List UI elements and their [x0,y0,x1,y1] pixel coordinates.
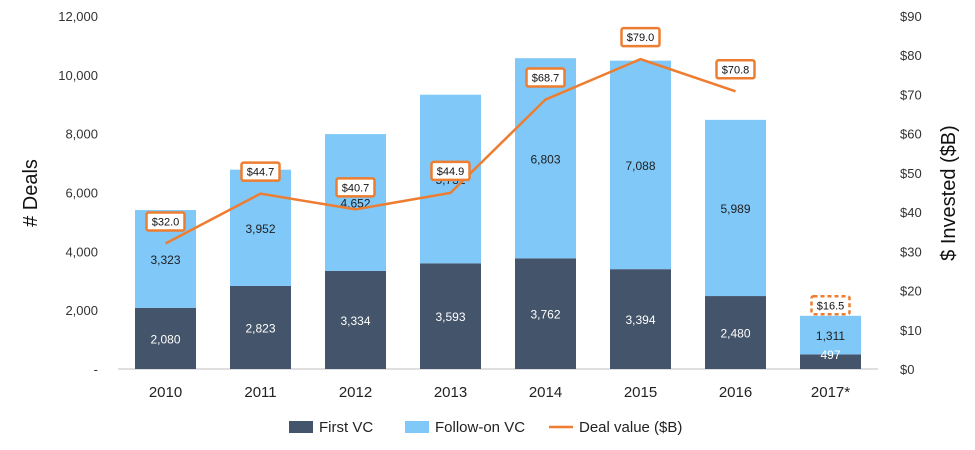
bar-first-vc [705,296,766,369]
value-label: $40.7 [342,182,370,194]
y2-tick-label: $50 [900,166,922,181]
y2-tick-label: $20 [900,284,922,299]
value-label: $16.5 [817,300,845,312]
value-label-box [240,161,281,182]
y-tick-label: 10,000 [58,68,98,83]
bar-label-first-vc: 2,823 [245,321,275,335]
x-tick-label: 2017* [811,384,850,401]
bar-label-follow-on-vc: 5,989 [720,202,750,216]
legend-swatch [405,421,429,433]
y2-axis-title: $ Invested ($B) [938,125,960,261]
value-label: $70.8 [722,64,750,76]
x-tick-label: 2016 [719,384,752,401]
bar-label-follow-on-vc: 7,088 [625,159,655,173]
bar-follow-on-vc [230,169,291,286]
y-tick-label: 4,000 [65,244,98,259]
value-label-box [620,26,661,48]
value-label-box [525,67,566,88]
deal-value-line [164,57,736,245]
bar-follow-on-vc [325,134,386,271]
bar-first-vc [135,307,196,369]
bar-label-follow-on-vc: 3,952 [245,222,275,236]
x-tick-label: 2014 [529,384,562,401]
bar-first-vc [610,269,671,369]
legend: First VC Follow-on VC Deal value ($B) [289,419,682,436]
bar-first-vc [515,258,576,369]
value-label: $44.9 [437,166,465,178]
value-label-box [145,211,186,232]
y2-tick-label: $80 [900,48,922,63]
y2-tick-label: $0 [900,362,914,377]
bar-label-follow-on-vc: 6,803 [530,152,560,166]
legend-label: Deal value ($B) [579,419,682,436]
value-label-box [335,177,376,198]
y-axis-title: # Deals [20,159,42,227]
bar-follow-on-vc [800,315,861,355]
y-tick-label: - [94,362,98,377]
y2-tick-label: $90 [900,9,922,24]
y-axis-ticks: - 2,000 4,000 6,000 8,000 10,000 12,000 [58,9,98,377]
bar-label-first-vc: 497 [820,348,840,362]
bar-label-first-vc: 2,080 [150,332,180,346]
value-label-box [810,295,851,316]
y-tick-label: 8,000 [65,127,98,142]
bars: 2,0803,3232,8233,9523,3344,6523,5935,732… [135,58,861,369]
bar-first-vc [230,285,291,369]
value-label-box [715,59,756,80]
bar-label-follow-on-vc: 1,311 [816,329,845,343]
bar-follow-on-vc [705,119,766,297]
y2-tick-label: $10 [900,323,922,338]
bar-first-vc [420,263,481,369]
bar-label-first-vc: 3,762 [530,308,560,322]
bar-label-first-vc: 3,334 [340,314,370,328]
x-tick-label: 2015 [624,384,657,401]
bar-follow-on-vc [610,60,671,270]
x-tick-label: 2010 [149,384,182,401]
legend-swatch [289,421,313,433]
x-tick-label: 2013 [434,384,467,401]
value-label: $44.7 [247,167,275,179]
bar-label-first-vc: 3,394 [625,313,655,327]
y2-tick-label: $40 [900,205,922,220]
bar-first-vc [800,354,861,369]
y2-tick-label: $30 [900,244,922,259]
value-label: $79.0 [627,32,655,44]
y2-tick-label: $60 [900,127,922,142]
bar-label-follow-on-vc: 3,323 [150,253,180,267]
value-label-box [430,160,471,182]
value-label: $68.7 [532,73,560,85]
bar-label-first-vc: 2,480 [720,327,750,341]
x-tick-label: 2012 [339,384,372,401]
x-tick-label: 2011 [244,384,276,401]
deal-value-line-layer: $32.0 $44.7 $40.7 $44.9 $68.7 $79.0 $70.8 $16.5 [145,26,851,316]
y2-axis-ticks: $0 $10 $20 $30 $40 $50 $60 $70 $80 $90 [900,9,922,377]
legend-label: First VC [319,419,373,436]
y-tick-label: 12,000 [58,9,98,24]
bar-label-first-vc: 3,593 [435,310,465,324]
bar-first-vc [325,270,386,369]
y2-tick-label: $70 [900,87,922,102]
x-axis-ticks: 2010 2011 2012 2013 2014 2015 2016 2017* [149,384,850,401]
value-label: $32.0 [152,216,180,228]
legend-label: Follow-on VC [435,419,525,436]
y-tick-label: 6,000 [65,186,98,201]
y-tick-label: 2,000 [65,303,98,318]
